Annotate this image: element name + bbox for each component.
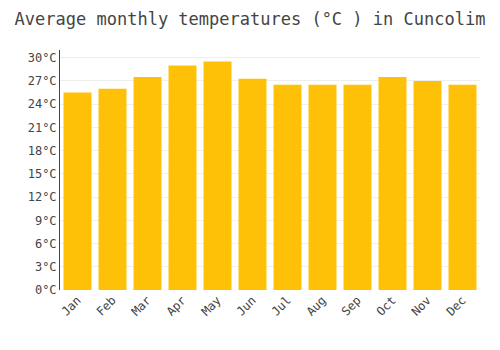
- svg-text:30°C: 30°C: [28, 51, 57, 65]
- svg-text:Sep: Sep: [339, 293, 364, 318]
- svg-text:Aug: Aug: [304, 293, 329, 318]
- svg-text:Average monthly temperatures (: Average monthly temperatures (°C ) in Cu…: [15, 9, 486, 29]
- svg-text:Mar: Mar: [129, 293, 154, 318]
- svg-text:Jun: Jun: [234, 293, 259, 318]
- svg-text:24°C: 24°C: [28, 97, 57, 111]
- svg-text:Apr: Apr: [164, 293, 189, 318]
- svg-text:6°C: 6°C: [35, 237, 57, 251]
- svg-text:27°C: 27°C: [28, 74, 57, 88]
- svg-text:Dec: Dec: [444, 293, 469, 318]
- svg-text:Jul: Jul: [269, 293, 294, 318]
- svg-text:18°C: 18°C: [28, 144, 57, 158]
- svg-text:3°C: 3°C: [35, 260, 57, 274]
- svg-text:Jan: Jan: [59, 293, 84, 318]
- svg-text:0°C: 0°C: [35, 283, 57, 297]
- svg-text:12°C: 12°C: [28, 190, 57, 204]
- svg-text:Feb: Feb: [94, 293, 119, 318]
- svg-text:Nov: Nov: [409, 293, 434, 318]
- svg-text:21°C: 21°C: [28, 121, 57, 135]
- svg-text:May: May: [199, 293, 224, 318]
- svg-text:9°C: 9°C: [35, 214, 57, 228]
- svg-text:15°C: 15°C: [28, 167, 57, 181]
- svg-text:Oct: Oct: [374, 293, 399, 318]
